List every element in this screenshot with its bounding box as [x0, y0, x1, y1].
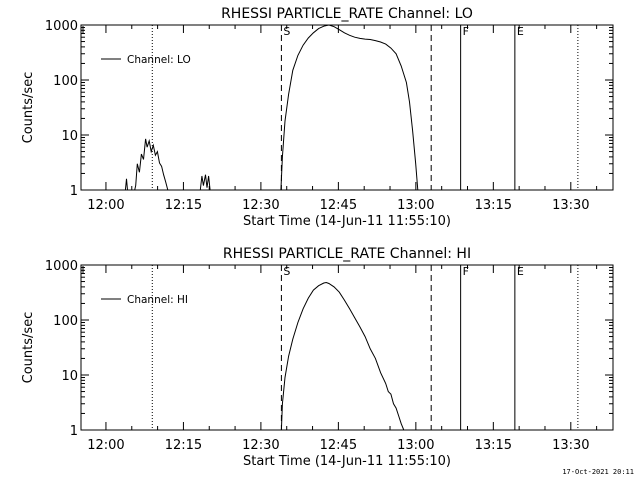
time-marker-label: S: [283, 25, 290, 38]
chart-title: RHESSI PARTICLE_RATE Channel: LO: [221, 6, 473, 22]
y-tick-label: 100: [53, 74, 78, 89]
series-line-segment: [134, 138, 169, 191]
series-line-segment: [199, 174, 211, 191]
x-tick-label: 13:00: [397, 438, 434, 453]
y-axis-label: Counts/sec: [21, 72, 36, 144]
x-tick-label: 12:00: [87, 198, 124, 213]
chart-panel-2: RHESSI PARTICLE_RATE Channel: HI Counts/s…: [21, 246, 614, 469]
x-tick-label: 13:00: [397, 198, 434, 213]
x-tick-label: 12:30: [242, 198, 279, 213]
series-line-segment: [280, 281, 405, 431]
x-axis-label: Start Time (14-Jun-11 11:55:10): [243, 214, 451, 229]
chart-panel-1: RHESSI PARTICLE_RATE Channel: LO Counts/s…: [21, 6, 614, 229]
x-tick-label: 13:30: [552, 438, 589, 453]
x-tick-label: 13:15: [475, 438, 512, 453]
plot-timestamp: 17-Oct-2021 20:11: [562, 468, 634, 476]
time-marker-label: E: [517, 265, 524, 278]
y-tick-label: 1000: [45, 259, 78, 274]
legend-entry: Channel: HI: [127, 294, 188, 306]
x-tick-label: 12:00: [87, 438, 124, 453]
y-tick-label: 100: [53, 314, 78, 329]
y-tick-label: 10: [61, 129, 78, 144]
x-tick-label: 13:30: [552, 198, 589, 213]
x-tick-label: 12:15: [165, 198, 202, 213]
time-marker-label: S: [283, 265, 290, 278]
x-tick-label: 12:45: [320, 438, 357, 453]
plot-frame: [80, 264, 614, 431]
y-axis-label: Counts/sec: [21, 312, 36, 384]
x-tick-label: 12:45: [320, 198, 357, 213]
y-tick-label: 1: [70, 184, 78, 199]
chart-title: RHESSI PARTICLE_RATE Channel: HI: [223, 246, 471, 262]
x-axis-label: Start Time (14-Jun-11 11:55:10): [243, 454, 451, 469]
legend-entry: Channel: LO: [127, 54, 191, 66]
time-marker-label: E: [517, 25, 524, 38]
series-line-segment: [124, 178, 128, 191]
y-tick-label: 10: [61, 369, 78, 384]
time-marker-label: F: [463, 25, 469, 38]
time-marker-label: F: [463, 265, 469, 278]
y-tick-label: 1000: [45, 19, 78, 34]
x-tick-label: 13:15: [475, 198, 512, 213]
y-tick-label: 1: [70, 424, 78, 439]
series-line-segment: [280, 24, 419, 191]
x-tick-label: 12:30: [242, 438, 279, 453]
x-tick-label: 12:15: [165, 438, 202, 453]
plot-frame: [80, 24, 614, 191]
